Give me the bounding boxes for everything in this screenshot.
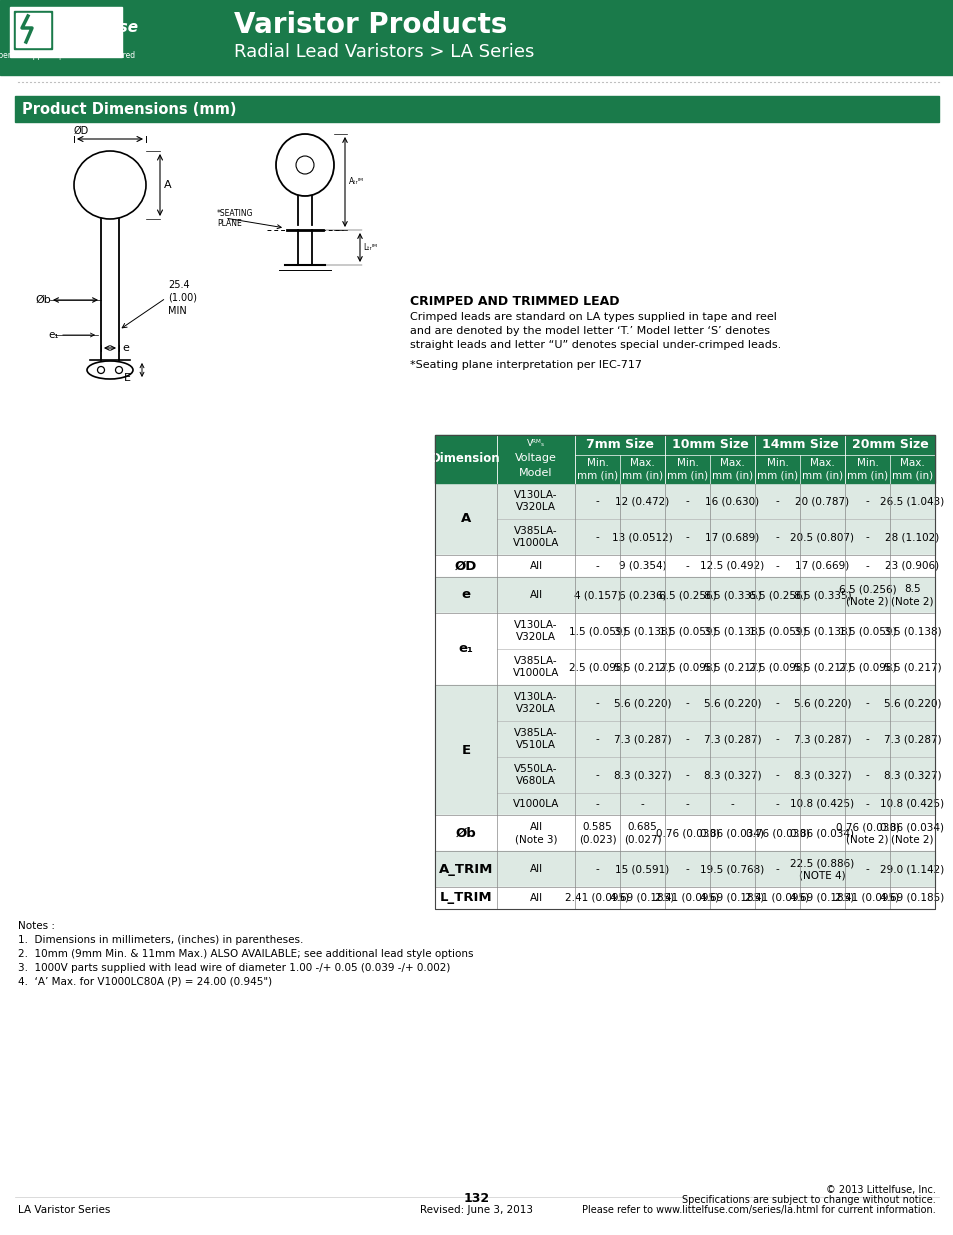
Text: Vᴿᴹₛ: Vᴿᴹₛ (526, 438, 544, 447)
Text: -: - (864, 799, 868, 809)
Text: *Seating plane interpretation per IEC-717: *Seating plane interpretation per IEC-71… (410, 359, 641, 370)
Text: 10mm Size: 10mm Size (671, 438, 747, 452)
Text: 19.5 (0.768): 19.5 (0.768) (700, 864, 763, 874)
Text: 0.76 (0.030): 0.76 (0.030) (655, 827, 719, 839)
Text: Max.
mm (in): Max. mm (in) (621, 458, 662, 480)
Text: 23 (0.906): 23 (0.906) (884, 561, 939, 571)
Text: 8.5 (0.335): 8.5 (0.335) (793, 590, 850, 600)
Text: A: A (164, 180, 172, 190)
Text: 26.5 (1.043): 26.5 (1.043) (880, 496, 943, 506)
Text: 1.5 (0.059): 1.5 (0.059) (748, 626, 805, 636)
Text: and are denoted by the model letter ‘T.’ Model letter ‘S’ denotes: and are denoted by the model letter ‘T.’… (410, 326, 769, 336)
Text: 6.5 (0.256): 6.5 (0.256) (748, 590, 805, 600)
Text: 5.6 (0.220): 5.6 (0.220) (882, 698, 941, 708)
Bar (435, 685, 934, 815)
Text: Radial Lead Varistors > LA Series: Radial Lead Varistors > LA Series (233, 43, 534, 61)
Text: Please refer to www.littelfuse.com/series/la.html for current information.: Please refer to www.littelfuse.com/serie… (581, 1205, 935, 1215)
Text: 20mm Size: 20mm Size (851, 438, 927, 452)
Text: All: All (529, 864, 542, 874)
Text: 3.5 (0.138): 3.5 (0.138) (703, 626, 760, 636)
Text: 10.8 (0.425): 10.8 (0.425) (790, 799, 854, 809)
Ellipse shape (74, 151, 146, 219)
Text: LA Varistor Series: LA Varistor Series (18, 1205, 111, 1215)
Text: V130LA-
V320LA: V130LA- V320LA (514, 620, 558, 642)
Text: ØD: ØD (74, 126, 90, 136)
Text: Specifications are subject to change without notice.: Specifications are subject to change wit… (681, 1195, 935, 1205)
Text: 0.86 (0.034): 0.86 (0.034) (700, 827, 763, 839)
Bar (0, 0, 953, 75)
Text: -: - (775, 496, 779, 506)
Text: -: - (685, 561, 689, 571)
Text: E: E (461, 743, 470, 757)
Text: 20.5 (0.807): 20.5 (0.807) (790, 532, 854, 542)
Text: 28 (1.102): 28 (1.102) (884, 532, 939, 542)
Text: 2.5 (0.098): 2.5 (0.098) (748, 662, 805, 672)
Text: Dimension: Dimension (431, 452, 500, 466)
Bar (435, 435, 934, 483)
Text: Lₜᵣᴵᴹ: Lₜᵣᴵᴹ (363, 243, 376, 252)
Text: -: - (730, 799, 734, 809)
Text: 4.69 (0.185): 4.69 (0.185) (700, 893, 763, 903)
Text: A: A (460, 513, 471, 526)
Text: Max.
mm (in): Max. mm (in) (801, 458, 842, 480)
Text: Min.
mm (in): Min. mm (in) (666, 458, 707, 480)
Text: -: - (775, 698, 779, 708)
Text: 12 (0.472): 12 (0.472) (615, 496, 669, 506)
Text: CRIMPED AND TRIMMED LEAD: CRIMPED AND TRIMMED LEAD (410, 295, 618, 308)
Text: 8.3 (0.327): 8.3 (0.327) (882, 769, 941, 781)
Text: ØD: ØD (455, 559, 476, 573)
Text: All: All (529, 561, 542, 571)
Text: V385LA-
V1000LA: V385LA- V1000LA (513, 526, 558, 548)
Text: 15 (0.591): 15 (0.591) (615, 864, 669, 874)
Text: -: - (685, 532, 689, 542)
Text: © 2013 Littelfuse, Inc.: © 2013 Littelfuse, Inc. (825, 1186, 935, 1195)
Text: 29.0 (1.142): 29.0 (1.142) (880, 864, 943, 874)
Text: -: - (864, 864, 868, 874)
Text: 2.41 (0.095): 2.41 (0.095) (744, 893, 809, 903)
Text: -: - (864, 734, 868, 743)
Text: -: - (595, 698, 598, 708)
Text: 4.69 (0.185): 4.69 (0.185) (789, 893, 854, 903)
Text: All
(Note 3): All (Note 3) (515, 823, 557, 844)
Text: -: - (864, 532, 868, 542)
Text: V385LA-
V1000LA: V385LA- V1000LA (513, 656, 558, 678)
Text: 0.86 (0.034)
(Note 2): 0.86 (0.034) (Note 2) (880, 823, 943, 844)
Bar (16, 14, 50, 47)
Bar (10, 7, 122, 57)
Bar (435, 613, 934, 685)
Bar (435, 851, 934, 887)
Text: -: - (595, 496, 598, 506)
Text: V130LA-
V320LA: V130LA- V320LA (514, 692, 558, 714)
Text: 5.5 (0.217): 5.5 (0.217) (793, 662, 850, 672)
Text: Øb: Øb (35, 295, 51, 305)
Ellipse shape (295, 156, 314, 174)
Text: Max.
mm (in): Max. mm (in) (711, 458, 752, 480)
Text: 132: 132 (463, 1192, 490, 1205)
Text: 10.8 (0.425): 10.8 (0.425) (880, 799, 943, 809)
Text: -: - (775, 561, 779, 571)
Text: -: - (685, 799, 689, 809)
Text: V1000LA: V1000LA (513, 799, 558, 809)
Text: 6.5 (0.256): 6.5 (0.256) (658, 590, 716, 600)
Text: e₁: e₁ (48, 330, 58, 340)
Text: -: - (775, 799, 779, 809)
Text: 2.  10mm (9mm Min. & 11mm Max.) ALSO AVAILABLE; see additional lead style option: 2. 10mm (9mm Min. & 11mm Max.) ALSO AVAI… (18, 948, 473, 960)
Text: 3.5 (0.138): 3.5 (0.138) (882, 626, 941, 636)
Text: (1.00): (1.00) (168, 293, 196, 303)
Text: 2.41 (0.095): 2.41 (0.095) (655, 893, 719, 903)
Text: -: - (640, 799, 643, 809)
Text: V385LA-
V510LA: V385LA- V510LA (514, 727, 558, 750)
Text: 7mm Size: 7mm Size (585, 438, 654, 452)
Text: 8.5
(Note 2): 8.5 (Note 2) (890, 584, 933, 606)
Text: Revised: June 3, 2013: Revised: June 3, 2013 (420, 1205, 533, 1215)
Text: 2.5 (0.098): 2.5 (0.098) (568, 662, 625, 672)
Text: -: - (595, 734, 598, 743)
Text: 2.5 (0.098): 2.5 (0.098) (838, 662, 895, 672)
Text: Min.
mm (in): Min. mm (in) (846, 458, 887, 480)
Text: 3.5 (0.138): 3.5 (0.138) (613, 626, 671, 636)
Text: -: - (685, 698, 689, 708)
Text: 17 (0.689): 17 (0.689) (704, 532, 759, 542)
Text: 4.  ‘A’ Max. for V1000LC80A (P) = 24.00 (0.945"): 4. ‘A’ Max. for V1000LC80A (P) = 24.00 (… (18, 977, 272, 987)
Text: 17 (0.669): 17 (0.669) (795, 561, 849, 571)
Text: 7.3 (0.287): 7.3 (0.287) (882, 734, 941, 743)
